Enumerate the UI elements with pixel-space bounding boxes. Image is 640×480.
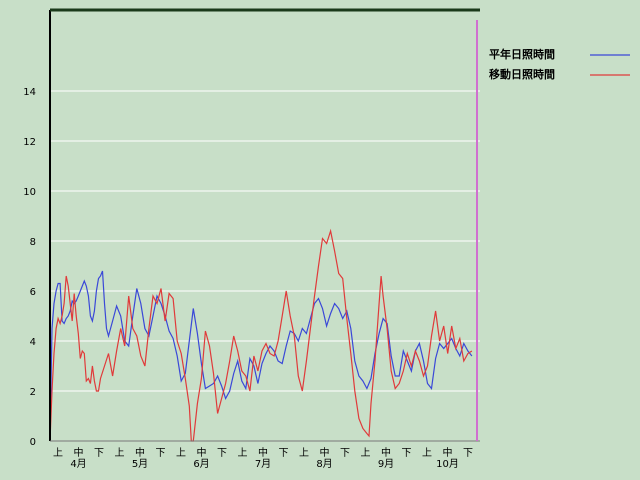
series-line-0 — [49, 270, 473, 442]
x-period-label: 上 — [361, 447, 371, 459]
series-line-1 — [49, 228, 473, 442]
x-month-label: 9月 — [378, 458, 394, 470]
x-period-label: 上 — [176, 447, 186, 459]
x-month-label: 10月 — [436, 458, 459, 470]
series-lines — [49, 228, 473, 442]
x-tick-labels: 上中下上中下上中下上中下上中下上中下上中下4月 5月 6月 7月 8月 9月 10月 — [53, 446, 473, 470]
y-tick-labels: 0 2 4 6 8 10 12 14 — [23, 87, 36, 448]
x-period-label: 中 — [135, 446, 145, 459]
y-tick-label: 4 — [30, 337, 36, 348]
x-month-label: 7月 — [255, 458, 271, 470]
x-period-label: 上 — [115, 447, 125, 459]
x-period-label: 上 — [53, 447, 63, 459]
x-month-label: 5月 — [132, 458, 148, 470]
y-tick-label: 2 — [30, 387, 36, 398]
x-period-label: 上 — [299, 447, 309, 459]
x-period-label: 下 — [94, 448, 104, 459]
y-tick-label: 10 — [23, 187, 36, 198]
gridlines — [50, 90, 480, 392]
x-period-label: 下 — [340, 448, 350, 459]
x-period-label: 下 — [402, 448, 412, 459]
x-month-label: 8月 — [316, 458, 332, 470]
y-tick-label: 6 — [30, 287, 36, 298]
y-tick-label: 8 — [30, 237, 36, 248]
legend-label: 移動日照時間 — [489, 67, 555, 81]
x-period-label: 中 — [320, 446, 330, 459]
x-period-label: 中 — [74, 446, 84, 459]
x-period-label: 下 — [217, 448, 227, 459]
x-period-label: 中 — [443, 446, 453, 459]
x-period-label: 下 — [279, 448, 289, 459]
y-tick-label: 0 — [30, 437, 36, 448]
x-period-label: 下 — [156, 448, 166, 459]
x-period-label: 中 — [381, 446, 391, 459]
y-tick-label: 14 — [23, 87, 36, 98]
x-period-label: 上 — [422, 447, 432, 459]
legend-label: 平年日照時間 — [489, 47, 555, 61]
x-period-label: 中 — [197, 446, 207, 459]
x-period-label: 上 — [238, 447, 248, 459]
x-month-label: 4月 — [70, 458, 86, 470]
x-month-label: 6月 — [193, 458, 209, 470]
x-period-label: 下 — [463, 448, 473, 459]
x-period-label: 中 — [258, 446, 268, 459]
y-tick-label: 12 — [23, 137, 36, 148]
